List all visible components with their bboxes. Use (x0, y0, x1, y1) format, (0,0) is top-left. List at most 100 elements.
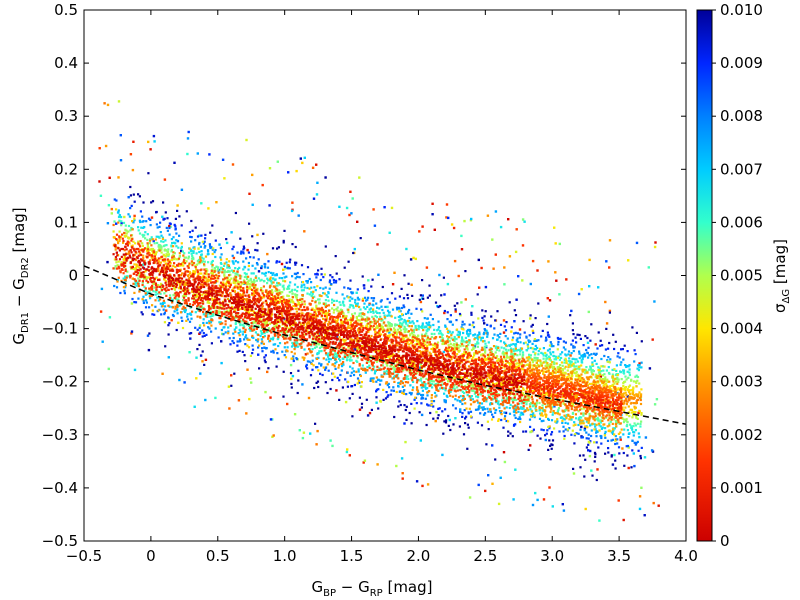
data-point (150, 201, 153, 204)
data-point (160, 313, 163, 316)
data-point (274, 274, 277, 277)
data-point (156, 292, 159, 295)
data-point (510, 382, 513, 385)
data-point (412, 331, 415, 334)
data-point (518, 380, 521, 383)
data-point (268, 296, 271, 299)
data-point (390, 355, 393, 358)
data-point (142, 301, 145, 304)
data-point (138, 219, 141, 222)
data-point (278, 260, 281, 263)
data-point (170, 250, 173, 253)
data-point (453, 387, 456, 390)
data-point (575, 368, 578, 371)
data-point (458, 425, 461, 428)
data-point (333, 308, 336, 312)
data-point (314, 340, 317, 343)
data-point (157, 284, 160, 287)
data-point (397, 306, 400, 309)
data-point (187, 257, 190, 260)
data-point (391, 283, 395, 286)
data-point (457, 344, 460, 347)
data-point (386, 327, 389, 330)
data-point (174, 242, 177, 245)
data-point (529, 282, 532, 286)
data-point (264, 271, 267, 274)
data-point (443, 309, 446, 313)
data-point (267, 307, 270, 310)
data-point (218, 293, 221, 296)
data-point (131, 277, 134, 280)
data-point (510, 343, 513, 346)
data-point (501, 399, 504, 402)
data-point (532, 350, 535, 353)
data-point (135, 252, 138, 255)
data-point (492, 353, 496, 356)
data-point (211, 259, 214, 263)
data-point (634, 411, 637, 414)
data-point (148, 242, 151, 245)
data-point (124, 228, 127, 231)
data-point (598, 519, 601, 522)
data-point (631, 439, 634, 442)
data-point (348, 397, 351, 400)
data-point (353, 333, 356, 336)
data-point (324, 245, 327, 248)
data-point (584, 372, 587, 375)
data-point (307, 321, 310, 324)
data-point (165, 226, 168, 229)
data-point (236, 340, 239, 343)
data-point (184, 294, 188, 297)
data-point (505, 397, 508, 401)
data-point (167, 248, 170, 251)
data-point (203, 363, 206, 366)
data-point (362, 306, 366, 309)
data-point (332, 349, 335, 352)
data-point (243, 272, 246, 275)
data-point (213, 251, 216, 254)
data-point (558, 377, 562, 380)
data-point (120, 220, 123, 223)
data-point (197, 262, 200, 265)
data-point (444, 324, 447, 327)
data-point (232, 256, 236, 260)
data-point (189, 337, 192, 340)
data-point (204, 294, 207, 297)
data-point (262, 301, 265, 304)
data-point (575, 375, 578, 378)
data-point (575, 358, 578, 361)
data-point (627, 405, 630, 408)
data-point (207, 250, 210, 253)
data-point (234, 260, 237, 263)
data-point (184, 281, 187, 284)
data-point (306, 360, 309, 363)
data-point (488, 353, 491, 356)
data-point (356, 338, 359, 341)
data-point (412, 386, 415, 389)
data-point (270, 271, 273, 274)
data-point (595, 373, 598, 376)
data-point (334, 330, 337, 333)
data-point (243, 247, 246, 250)
data-point (138, 251, 141, 254)
data-point (246, 368, 249, 371)
data-point (242, 260, 245, 263)
data-point (291, 374, 295, 378)
data-point (518, 348, 521, 351)
data-point (405, 247, 408, 251)
data-point (317, 352, 320, 355)
data-point (468, 356, 471, 359)
data-point (544, 392, 547, 395)
data-point (264, 263, 267, 266)
data-point (232, 280, 235, 283)
data-point (289, 281, 292, 284)
data-point (252, 336, 255, 339)
data-point (574, 361, 577, 364)
data-point (169, 262, 172, 265)
data-point (531, 342, 534, 345)
data-point (618, 356, 621, 359)
data-point (538, 401, 541, 405)
data-point (198, 241, 201, 245)
data-point (585, 392, 588, 395)
data-point (624, 397, 628, 400)
